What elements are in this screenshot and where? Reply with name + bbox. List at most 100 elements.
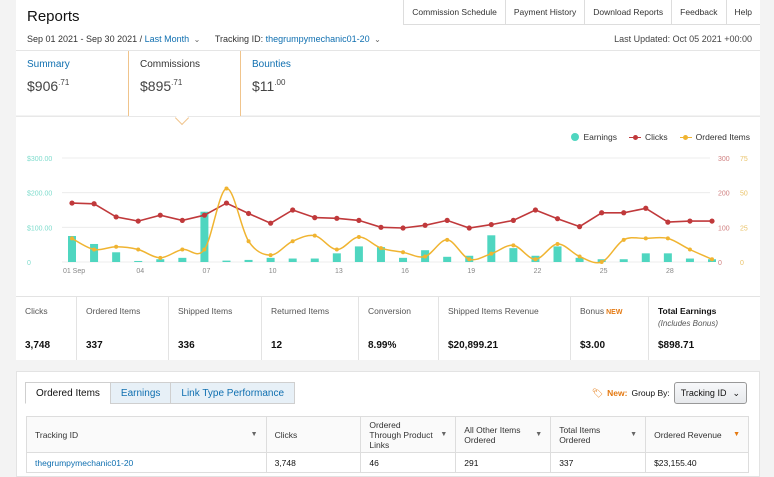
x-tick: 22 bbox=[534, 268, 542, 275]
y-right-clicks-tick: 300 bbox=[718, 156, 730, 163]
ordered-items-point bbox=[467, 257, 472, 262]
sort-icon: ▼ bbox=[535, 431, 543, 438]
sort-desc-icon: ▼ bbox=[733, 431, 740, 438]
ordered-items-point bbox=[511, 243, 516, 248]
tab-earnings[interactable]: Earnings bbox=[109, 382, 172, 404]
col-other-items-ordered[interactable]: All Other Items Ordered ▼ bbox=[455, 416, 552, 453]
date-range: Sep 01 2021 - Sep 30 2021 bbox=[27, 34, 138, 44]
tab-label: Commissions bbox=[140, 59, 201, 70]
y-right-ordered-tick: 0 bbox=[740, 260, 744, 267]
tab-link-type-performance[interactable]: Link Type Performance bbox=[170, 382, 296, 404]
earnings-bar bbox=[156, 259, 165, 262]
stat-shipped-revenue: Shipped Items Revenue $20,899.21 bbox=[439, 297, 571, 360]
ordered-items-point bbox=[334, 247, 339, 252]
legend-clicks[interactable]: Clicks bbox=[629, 132, 668, 142]
sort-icon: ▼ bbox=[250, 431, 258, 438]
tracking-id-dropdown[interactable]: thegrumpymechanic01-20 bbox=[265, 34, 370, 44]
stat-total-earnings: Total Earnings (Includes Bonus) $898.71 bbox=[649, 297, 760, 360]
clicks-point bbox=[135, 218, 141, 224]
last-updated: Last Updated: Oct 05 2021 +00:00 bbox=[614, 34, 752, 44]
clicks-point bbox=[488, 221, 494, 228]
clicks-point bbox=[621, 210, 627, 216]
legend-earnings[interactable]: Earnings bbox=[571, 132, 617, 142]
stat-ordered-items: Ordered Items 337 bbox=[77, 297, 169, 360]
clicks-point bbox=[179, 217, 185, 223]
col-tracking-id[interactable]: Tracking ID ▼ bbox=[26, 416, 267, 453]
tab-ordered-items[interactable]: Ordered Items bbox=[25, 382, 111, 404]
earnings-bar bbox=[68, 236, 76, 262]
row-ordered-revenue: $23,155.40 bbox=[645, 452, 749, 473]
row-clicks: 3,748 bbox=[266, 452, 362, 473]
payment-history-link[interactable]: Payment History bbox=[505, 0, 586, 24]
help-link[interactable]: Help bbox=[726, 0, 760, 24]
ordered-items-point bbox=[114, 244, 119, 249]
tab-value: $906.71 bbox=[27, 78, 70, 94]
clicks-point bbox=[554, 216, 561, 222]
clicks-point bbox=[378, 224, 384, 230]
commission-schedule-link[interactable]: Commission Schedule bbox=[404, 0, 506, 24]
clicks-point bbox=[113, 214, 119, 220]
earnings-bar bbox=[354, 246, 363, 262]
new-badge: NEW bbox=[606, 309, 623, 316]
col-ordered-revenue[interactable]: Ordered Revenue ▼ bbox=[645, 416, 749, 453]
ordered-items-point bbox=[312, 233, 317, 238]
earnings-bar bbox=[222, 260, 231, 262]
earnings-bar bbox=[553, 246, 562, 262]
x-tick: 07 bbox=[203, 268, 211, 275]
clicks-point bbox=[201, 212, 208, 218]
clicks-point bbox=[157, 212, 163, 218]
x-tick: 19 bbox=[467, 268, 475, 275]
clicks-point bbox=[245, 210, 252, 217]
x-tick: 01 Sep bbox=[63, 268, 85, 275]
ordered-items-point bbox=[268, 253, 273, 258]
legend-ordered-items[interactable]: Ordered Items bbox=[679, 132, 750, 142]
x-tick: 10 bbox=[269, 268, 277, 275]
ordered-items-point bbox=[290, 239, 295, 244]
earnings-bar bbox=[266, 257, 275, 262]
feedback-link[interactable]: Feedback bbox=[672, 0, 727, 24]
stat-value: $898.71 bbox=[658, 340, 695, 351]
earnings-bar bbox=[332, 253, 341, 262]
ordered-items-point bbox=[621, 237, 626, 242]
stat-value: $20,899.21 bbox=[448, 340, 499, 351]
stat-returned-items: Returned Items 12 bbox=[262, 297, 359, 360]
stat-conversion: Conversion 8.99% bbox=[359, 297, 439, 360]
earnings-bar bbox=[685, 258, 694, 262]
earnings-bar bbox=[663, 253, 672, 262]
ordered-items-point bbox=[599, 260, 604, 264]
ordered-items-point bbox=[224, 186, 229, 191]
ordered-items-point bbox=[710, 257, 714, 262]
stat-value: 12 bbox=[271, 340, 283, 351]
ordered-items-point bbox=[378, 246, 383, 251]
tab-summary[interactable]: Summary $906.71 bbox=[16, 51, 126, 117]
earnings-bar bbox=[200, 211, 209, 262]
table-row: thegrumpymechanic01-20 3,748 46 291 337 … bbox=[26, 452, 749, 473]
tab-commissions[interactable]: Commissions $895.71 bbox=[128, 51, 241, 117]
col-total-items-ordered[interactable]: Total Items Ordered ▼ bbox=[550, 416, 647, 453]
clicks-point bbox=[444, 217, 450, 223]
clicks-point bbox=[466, 225, 472, 231]
earnings-bar bbox=[641, 253, 650, 262]
tab-value: $895.71 bbox=[140, 78, 183, 94]
earnings-bar bbox=[509, 248, 518, 262]
group-by-select[interactable]: Tracking ID ⌄ bbox=[673, 382, 747, 404]
stat-value: 336 bbox=[178, 340, 195, 351]
table-header-row: Tracking ID ▼ Clicks Ordered Through Prod… bbox=[26, 416, 749, 453]
ordered-items-point bbox=[70, 236, 74, 241]
row-tracking-id[interactable]: thegrumpymechanic01-20 bbox=[26, 452, 267, 473]
clicks-point bbox=[400, 225, 406, 231]
clicks-point bbox=[290, 207, 296, 213]
earnings-bar bbox=[619, 259, 628, 262]
col-ordered-through-links[interactable]: Ordered Through Product Links ▼ bbox=[360, 416, 457, 453]
new-label: New: bbox=[607, 388, 628, 398]
download-reports-link[interactable]: Download Reports bbox=[585, 0, 673, 24]
row-other-items: 291 bbox=[455, 452, 552, 473]
col-clicks[interactable]: Clicks bbox=[266, 416, 362, 453]
top-nav: Commission Schedule Payment History Down… bbox=[403, 0, 760, 25]
tab-bounties[interactable]: Bounties $11.00 bbox=[241, 51, 351, 117]
ordered-items-point bbox=[533, 257, 538, 262]
clicks-point bbox=[223, 200, 230, 206]
date-preset-dropdown[interactable]: Last Month bbox=[144, 34, 190, 44]
ordered-items-point bbox=[158, 255, 163, 260]
